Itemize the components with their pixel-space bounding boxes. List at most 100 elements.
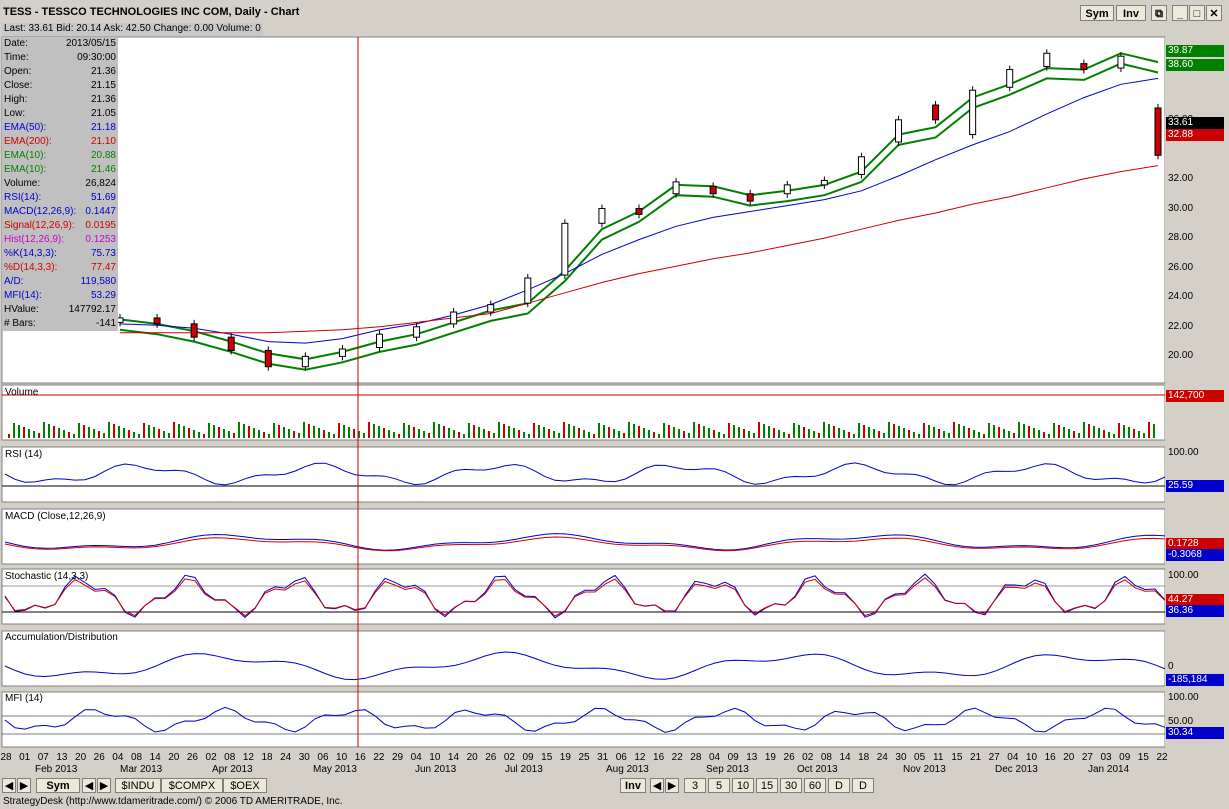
volume-bar	[528, 434, 530, 438]
volume-bar	[803, 427, 805, 438]
volume-bar	[1058, 425, 1060, 438]
volume-bar	[288, 429, 290, 438]
volume-bar	[743, 429, 745, 438]
x-tick-label: 10	[429, 752, 441, 763]
volume-bar	[8, 434, 10, 438]
volume-bar	[648, 430, 650, 438]
period-tab[interactable]: D	[852, 778, 874, 793]
volume-bar	[853, 434, 855, 438]
x-tick-label: 10	[1025, 752, 1038, 763]
info-value: 77.47	[90, 262, 116, 273]
volume-bar	[673, 427, 675, 438]
title-bar: TESS - TESSCO TECHNOLOGIES INC COM, Dail…	[0, 4, 1229, 22]
volume-bar	[1103, 430, 1105, 438]
volume-bar	[978, 432, 980, 438]
volume-bar	[873, 429, 875, 438]
tab-compx[interactable]: $COMPX	[161, 778, 223, 793]
inv-button[interactable]: Inv	[1116, 5, 1146, 21]
volume-bar	[1018, 422, 1020, 438]
tab-oex[interactable]: $OEX	[223, 778, 267, 793]
volume-bar	[943, 431, 945, 438]
period-tab[interactable]: 5	[708, 778, 730, 793]
volume-bar	[633, 424, 635, 438]
candle	[1043, 52, 1051, 68]
tab-indu[interactable]: $INDU	[115, 778, 161, 793]
volume-bar	[308, 424, 310, 438]
tab-prev-icon[interactable]: ◀	[82, 778, 96, 793]
x-tick-label: 18	[261, 752, 273, 763]
candle	[1080, 63, 1088, 71]
info-row: EMA(200): 21.10	[2, 135, 118, 149]
x-month-label: Nov 2013	[903, 764, 946, 775]
volume-bar	[913, 432, 915, 438]
minimize-icon[interactable]: _	[1172, 5, 1188, 21]
tab-sym[interactable]: Sym	[36, 778, 80, 793]
volume-bar	[113, 424, 115, 438]
volume-bar	[628, 422, 630, 438]
maximize-icon[interactable]: □	[1189, 5, 1205, 21]
sym-button[interactable]: Sym	[1080, 5, 1114, 21]
restore-icon[interactable]: ⧉	[1151, 5, 1167, 21]
x-tick-label: 14	[149, 752, 161, 763]
volume-bar	[478, 427, 480, 438]
period-tab[interactable]: D	[828, 778, 850, 793]
volume-bar	[318, 428, 320, 438]
quote-bar: Last: 33.61 Bid: 20.14 Ask: 42.50 Change…	[2, 23, 263, 36]
info-key: MACD(12,26,9):	[4, 206, 77, 217]
x-tick-label: 20	[168, 752, 180, 763]
next-arrow-icon[interactable]: ▶	[17, 778, 31, 793]
info-row: %K(14,3,3): 75.73	[2, 247, 118, 261]
y-tick-label: 26.00	[1168, 261, 1194, 273]
volume-bar	[523, 432, 525, 438]
volume-bar	[118, 426, 120, 438]
volume-bar	[413, 427, 415, 438]
volume-bar	[133, 432, 135, 438]
volume-bar	[713, 430, 715, 438]
info-key: Signal(12,26,9):	[4, 220, 75, 231]
prev-arrow-icon[interactable]: ◀	[2, 778, 16, 793]
period-tab[interactable]: 15	[756, 778, 778, 793]
info-value: 147792.17	[68, 304, 116, 315]
volume-bar	[883, 433, 885, 438]
x-tick-label: 04	[112, 752, 124, 763]
period-tab[interactable]: 30	[780, 778, 802, 793]
volume-bar	[728, 423, 730, 438]
x-tick-label: 19	[559, 752, 571, 763]
close-icon[interactable]: ✕	[1206, 5, 1222, 21]
volume-bar	[788, 434, 790, 438]
volume-bar	[1013, 433, 1015, 438]
volume-bar	[48, 424, 50, 438]
tab-next-icon[interactable]: ▶	[97, 778, 111, 793]
volume-bar	[958, 424, 960, 438]
volume-bar	[518, 430, 520, 438]
volume-bar	[553, 431, 555, 438]
period-tab[interactable]: 60	[804, 778, 826, 793]
volume-bar	[578, 428, 580, 438]
volume-bar	[588, 432, 590, 438]
volume-bar	[773, 428, 775, 438]
x-tick-label: 25	[578, 752, 590, 763]
volume-bar	[828, 424, 830, 438]
period-prev-icon[interactable]: ◀	[650, 778, 664, 793]
info-value: 51.69	[90, 192, 116, 203]
mfi-panel-label: MFI (14)	[5, 693, 43, 704]
volume-bar	[358, 431, 360, 438]
info-row: EMA(10): 21.46	[2, 163, 118, 177]
volume-bar	[753, 433, 755, 438]
volume-bar	[213, 425, 215, 438]
info-key: Close:	[4, 80, 33, 91]
data-window: Date: 2013/05/15 Time: 09:30:00 Open: 21.36 Cl…	[2, 37, 118, 331]
period-tab[interactable]: 3	[684, 778, 706, 793]
ema10b-label: 38.60	[1166, 59, 1224, 71]
period-next-icon[interactable]: ▶	[665, 778, 679, 793]
tab-inv[interactable]: Inv	[620, 778, 646, 793]
period-tab[interactable]: 10	[732, 778, 754, 793]
volume-bar	[418, 429, 420, 438]
volume-bar	[383, 428, 385, 438]
y-tick-label: 28.00	[1168, 232, 1194, 244]
volume-bar	[678, 429, 680, 438]
x-tick-label: 08	[820, 752, 832, 763]
volume-bar	[18, 425, 20, 438]
volume-bar	[23, 427, 25, 438]
